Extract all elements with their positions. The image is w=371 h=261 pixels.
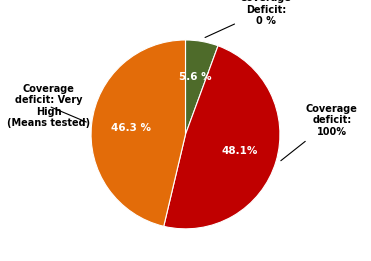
- Text: Coverage
deficit: Very
High
(Means tested): Coverage deficit: Very High (Means teste…: [7, 84, 90, 128]
- Text: 48.1%: 48.1%: [221, 146, 258, 156]
- Wedge shape: [91, 40, 186, 226]
- Text: 46.3 %: 46.3 %: [111, 123, 151, 133]
- Text: Coverage
deficit:
100%: Coverage deficit: 100%: [281, 104, 358, 161]
- Text: 5.6 %: 5.6 %: [180, 72, 212, 82]
- Text: Coverage
Deficit:
0 %: Coverage Deficit: 0 %: [205, 0, 292, 38]
- Wedge shape: [164, 46, 280, 229]
- Wedge shape: [186, 40, 218, 134]
